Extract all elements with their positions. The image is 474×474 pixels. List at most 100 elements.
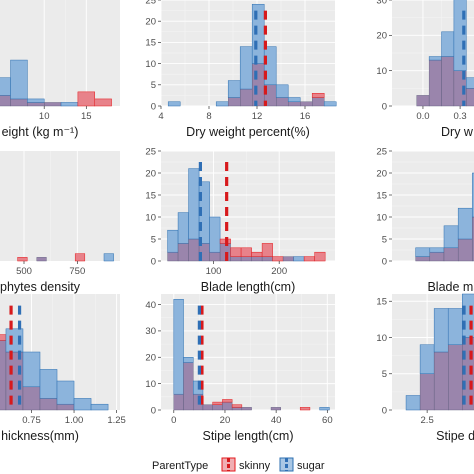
x-tick-label: 8 [206, 111, 211, 122]
bar-sugar [5, 328, 24, 353]
bar-skinny [272, 256, 284, 262]
panel-background [0, 151, 120, 261]
bar-overlap [56, 404, 75, 411]
bar-sugar [287, 97, 301, 103]
y-tick-label: 0 [382, 405, 387, 416]
y-tick-label: 15 [376, 297, 387, 308]
y-tick-label: 5 [151, 80, 156, 91]
x-axis-label: Stipe length(cm) [202, 429, 293, 443]
x-axis-label: phytes density [0, 280, 81, 294]
y-tick-label: 20 [145, 168, 156, 179]
panel-8: 0 20 40 60 0 10 20 30 40 Stipe length(cm) [145, 294, 335, 443]
bar-overlap [416, 95, 430, 107]
bar-sugar [447, 308, 463, 345]
x-axis-label: hickness(mm) [1, 429, 79, 443]
legend: ParentType skinny sugar [152, 457, 325, 472]
bar-sugar [73, 398, 92, 411]
x-tick-label: 0.0 [416, 111, 429, 122]
legend-label-sugar: sugar [297, 460, 325, 472]
bar-sugar [433, 308, 449, 353]
bar-overlap [173, 393, 184, 411]
bar-sugar [167, 101, 181, 107]
y-tick-label: 20 [145, 17, 156, 28]
y-tick-label: 30 [376, 0, 387, 6]
panel-4: 500 750 phytes density [0, 151, 120, 294]
panel-6: 100510152025Blade max [376, 146, 474, 294]
bar-overlap [270, 407, 281, 411]
bar-sugar [457, 207, 473, 240]
x-tick-label: 1.00 [65, 415, 84, 426]
legend-label-skinny: skinny [239, 460, 271, 472]
x-axis-label: Blade max [427, 280, 474, 294]
x-tick-label: 4 [158, 111, 163, 122]
bar-sugar [319, 407, 330, 411]
x-tick-label: 0 [171, 415, 176, 426]
x-tick-label: 200 [271, 266, 287, 277]
bar-skinny [299, 407, 311, 411]
bar-sugar [22, 351, 41, 388]
bar-overlap [429, 251, 445, 262]
bar-sugar [405, 395, 421, 411]
bar-overlap [183, 362, 194, 411]
bar-sugar [419, 344, 435, 374]
panel-5: 100 200 0 5 10 15 20 25 Blade length(cm) [145, 146, 335, 294]
y-tick-label: 0 [151, 405, 156, 416]
bar-overlap [241, 407, 252, 411]
x-tick-label: 500 [16, 266, 32, 277]
bar-skinny [94, 98, 112, 107]
bar-overlap [415, 256, 431, 262]
bar-overlap [222, 401, 233, 411]
bar-sugar [215, 101, 229, 107]
x-tick-label: 12 [252, 111, 263, 122]
y-tick-label: 0 [151, 256, 156, 267]
bar-sugar [90, 403, 109, 411]
y-tick-label: 10 [145, 59, 156, 70]
bar-sugar [0, 77, 11, 96]
bar-sugar [428, 56, 442, 61]
bar-sugar [429, 247, 445, 253]
y-tick-label: 10 [376, 333, 387, 344]
bar-sugar [167, 229, 179, 253]
bar-sugar [441, 31, 455, 57]
y-tick-label: 25 [376, 146, 387, 157]
x-tick-label: 0.75 [22, 415, 41, 426]
panel-9: 2.55.0051015Stipe di [376, 293, 474, 443]
bar-skinny [314, 251, 326, 262]
bar-overlap [282, 256, 294, 262]
y-tick-label: 5 [382, 234, 387, 245]
bar-overlap [276, 97, 289, 107]
bar-overlap [27, 102, 45, 107]
bar-overlap [227, 97, 241, 107]
y-tick-label: 15 [145, 190, 156, 201]
bar-overlap [443, 247, 459, 262]
bar-sugar [263, 46, 277, 86]
x-axis-label: eight (kg m⁻¹) [2, 125, 79, 139]
bar-overlap [466, 88, 474, 107]
bar-skinny [230, 247, 242, 257]
bar-overlap [433, 351, 449, 411]
bar-overlap [472, 216, 474, 262]
y-tick-label: 20 [145, 353, 156, 364]
bar-overlap [441, 56, 455, 107]
y-tick-label: 15 [376, 190, 387, 201]
bar-overlap [261, 256, 273, 262]
bar-overlap [231, 407, 243, 411]
y-tick-label: 5 [382, 369, 387, 380]
y-tick-label: 20 [376, 168, 387, 179]
bar-skinny [222, 399, 233, 403]
bar-overlap [312, 97, 325, 107]
bar-overlap [212, 404, 223, 411]
x-tick-label: 750 [69, 266, 85, 277]
x-tick-label: 10 [39, 111, 50, 122]
bar-overlap [39, 398, 58, 411]
bar-sugar [103, 253, 114, 262]
bar-skinny [77, 91, 95, 107]
bar-sugar [39, 369, 58, 399]
bar-overlap [288, 101, 301, 107]
bar-overlap [0, 340, 7, 411]
y-tick-label: 25 [145, 146, 156, 157]
bar-sugar [227, 80, 241, 98]
bar-sugar [293, 256, 305, 262]
